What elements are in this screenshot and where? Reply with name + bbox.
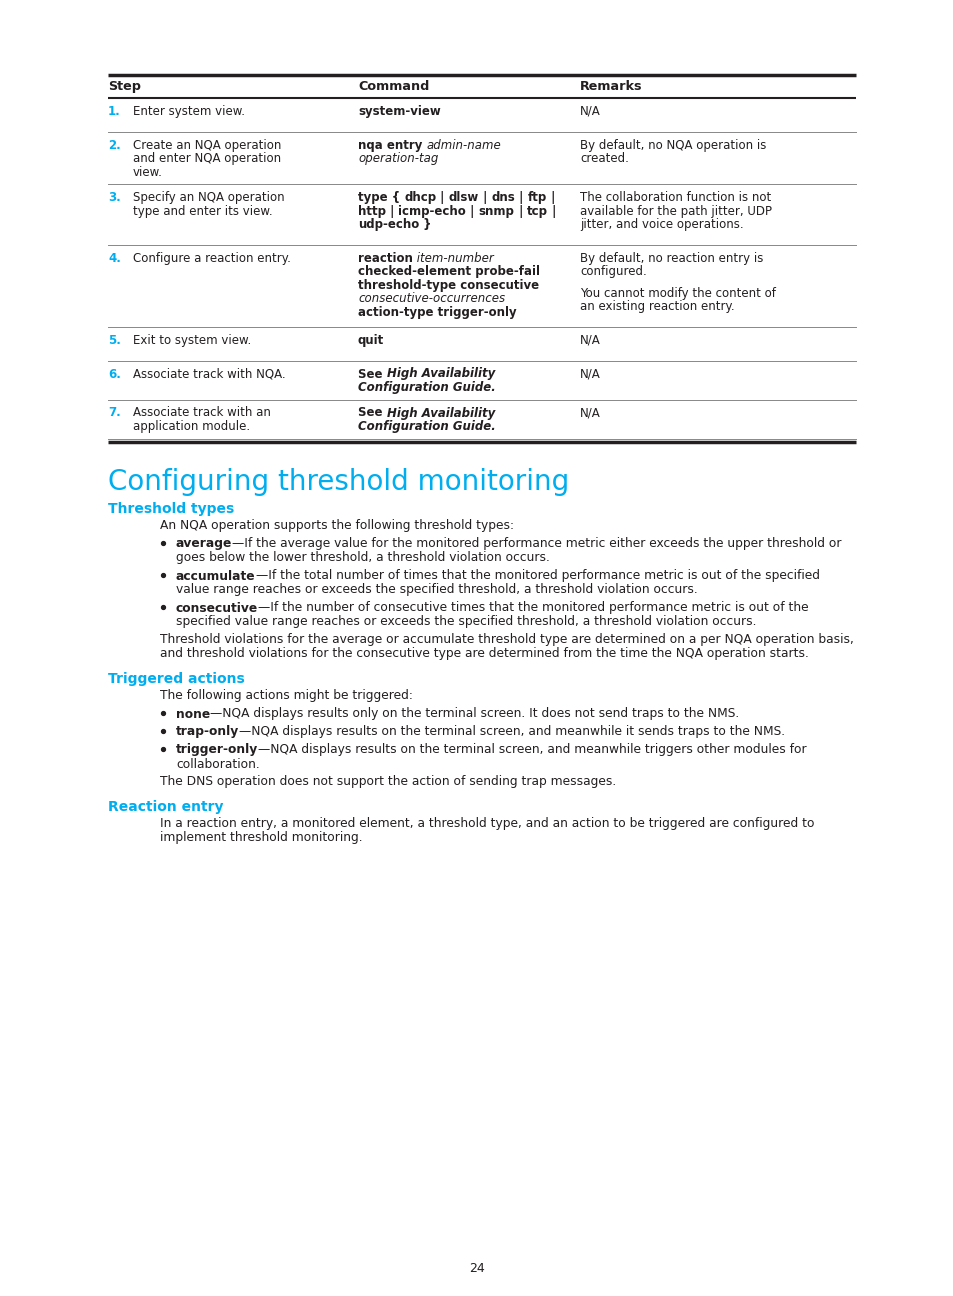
Text: By default, no NQA operation is: By default, no NQA operation is: [579, 139, 765, 152]
Text: Threshold violations for the average or accumulate threshold type are determined: Threshold violations for the average or …: [160, 634, 853, 647]
Text: operation-tag: operation-tag: [357, 152, 438, 165]
Text: reaction: reaction: [357, 251, 413, 264]
Text: 6.: 6.: [108, 368, 121, 381]
Text: created.: created.: [579, 152, 628, 165]
Text: High Availability: High Availability: [386, 407, 495, 420]
Text: 7.: 7.: [108, 407, 121, 420]
Text: |: |: [436, 191, 449, 203]
Text: —NQA displays results on the terminal screen, and meanwhile triggers other modul: —NQA displays results on the terminal sc…: [258, 744, 806, 757]
Text: |: |: [386, 205, 398, 218]
Text: Configuring threshold monitoring: Configuring threshold monitoring: [108, 468, 569, 495]
Text: and enter NQA operation: and enter NQA operation: [132, 152, 281, 165]
Text: See: See: [357, 368, 386, 381]
Text: —If the average value for the monitored performance metric either exceeds the up: —If the average value for the monitored …: [233, 538, 841, 551]
Text: |: |: [515, 191, 527, 203]
Text: application module.: application module.: [132, 420, 250, 433]
Text: In a reaction entry, a monitored element, a threshold type, and an action to be : In a reaction entry, a monitored element…: [160, 818, 814, 831]
Text: action-type trigger-only: action-type trigger-only: [357, 306, 517, 319]
Text: N/A: N/A: [579, 368, 600, 381]
Text: 4.: 4.: [108, 251, 121, 264]
Text: configured.: configured.: [579, 266, 646, 279]
Text: —NQA displays results only on the terminal screen. It does not send traps to the: —NQA displays results only on the termin…: [210, 708, 739, 721]
Text: trigger-only: trigger-only: [175, 744, 258, 757]
Text: none: none: [175, 708, 210, 721]
Text: jitter, and voice operations.: jitter, and voice operations.: [579, 218, 742, 231]
Text: Configuration Guide.: Configuration Guide.: [357, 381, 496, 394]
Text: trap-only: trap-only: [175, 726, 239, 739]
Text: ftp: ftp: [527, 191, 547, 203]
Text: accumulate: accumulate: [175, 569, 255, 582]
Text: The following actions might be triggered:: The following actions might be triggered…: [160, 689, 413, 702]
Text: |: |: [548, 205, 556, 218]
Text: 1.: 1.: [108, 105, 121, 118]
Text: Remarks: Remarks: [579, 80, 641, 93]
Text: collaboration.: collaboration.: [175, 757, 259, 771]
Text: Create an NQA operation: Create an NQA operation: [132, 139, 281, 152]
Text: |: |: [478, 191, 491, 203]
Text: Configure a reaction entry.: Configure a reaction entry.: [132, 251, 291, 264]
Text: —NQA displays results on the terminal screen, and meanwhile it sends traps to th: —NQA displays results on the terminal sc…: [239, 726, 784, 739]
Text: type {: type {: [357, 191, 404, 203]
Text: —If the number of consecutive times that the monitored performance metric is out: —If the number of consecutive times that…: [258, 601, 808, 614]
Text: implement threshold monitoring.: implement threshold monitoring.: [160, 832, 362, 845]
Text: view.: view.: [132, 166, 163, 179]
Text: Configuration Guide.: Configuration Guide.: [357, 420, 496, 433]
Text: nqa entry: nqa entry: [357, 139, 426, 152]
Text: Step: Step: [108, 80, 141, 93]
Text: item-number: item-number: [413, 251, 493, 264]
Text: N/A: N/A: [579, 334, 600, 347]
Text: goes below the lower threshold, a threshold violation occurs.: goes below the lower threshold, a thresh…: [175, 552, 549, 565]
Text: 5.: 5.: [108, 334, 121, 347]
Text: Reaction entry: Reaction entry: [108, 800, 223, 814]
Text: an existing reaction entry.: an existing reaction entry.: [579, 301, 734, 314]
Text: http: http: [357, 205, 386, 218]
Text: tcp: tcp: [527, 205, 548, 218]
Text: Exit to system view.: Exit to system view.: [132, 334, 251, 347]
Text: The DNS operation does not support the action of sending trap messages.: The DNS operation does not support the a…: [160, 775, 616, 788]
Text: Specify an NQA operation: Specify an NQA operation: [132, 191, 284, 203]
Text: Enter system view.: Enter system view.: [132, 105, 245, 118]
Text: snmp: snmp: [478, 205, 514, 218]
Text: By default, no reaction entry is: By default, no reaction entry is: [579, 251, 762, 264]
Text: }: }: [418, 218, 432, 231]
Text: You cannot modify the content of: You cannot modify the content of: [579, 286, 775, 299]
Text: consecutive-occurrences: consecutive-occurrences: [357, 292, 504, 305]
Text: 2.: 2.: [108, 139, 121, 152]
Text: icmp-echo: icmp-echo: [398, 205, 466, 218]
Text: N/A: N/A: [579, 105, 600, 118]
Text: average: average: [175, 538, 233, 551]
Text: |: |: [466, 205, 478, 218]
Text: See: See: [357, 407, 386, 420]
Text: and threshold violations for the consecutive type are determined from the time t: and threshold violations for the consecu…: [160, 648, 808, 661]
Text: consecutive: consecutive: [175, 601, 258, 614]
Text: admin-name: admin-name: [426, 139, 500, 152]
Text: An NQA operation supports the following threshold types:: An NQA operation supports the following …: [160, 520, 514, 533]
Text: dhcp: dhcp: [404, 191, 436, 203]
Text: High Availability: High Availability: [386, 368, 495, 381]
Text: available for the path jitter, UDP: available for the path jitter, UDP: [579, 205, 771, 218]
Text: Associate track with an: Associate track with an: [132, 407, 271, 420]
Text: specified value range reaches or exceeds the specified threshold, a threshold vi: specified value range reaches or exceeds…: [175, 616, 756, 629]
Text: |: |: [514, 205, 527, 218]
Text: type and enter its view.: type and enter its view.: [132, 205, 273, 218]
Text: —If the total number of times that the monitored performance metric is out of th: —If the total number of times that the m…: [255, 569, 819, 582]
Text: The collaboration function is not: The collaboration function is not: [579, 191, 770, 203]
Text: system-view: system-view: [357, 105, 440, 118]
Text: udp-echo: udp-echo: [357, 218, 418, 231]
Text: 3.: 3.: [108, 191, 121, 203]
Text: value range reaches or exceeds the specified threshold, a threshold violation oc: value range reaches or exceeds the speci…: [175, 583, 697, 596]
Text: Associate track with NQA.: Associate track with NQA.: [132, 368, 285, 381]
Text: dns: dns: [491, 191, 515, 203]
Text: Command: Command: [357, 80, 429, 93]
Text: Threshold types: Threshold types: [108, 502, 234, 516]
Text: quit: quit: [357, 334, 384, 347]
Text: Triggered actions: Triggered actions: [108, 671, 245, 686]
Text: |: |: [547, 191, 555, 203]
Text: N/A: N/A: [579, 407, 600, 420]
Text: dlsw: dlsw: [449, 191, 478, 203]
Text: threshold-type consecutive: threshold-type consecutive: [357, 279, 538, 292]
Text: checked-element probe-fail: checked-element probe-fail: [357, 266, 539, 279]
Text: 24: 24: [469, 1262, 484, 1275]
